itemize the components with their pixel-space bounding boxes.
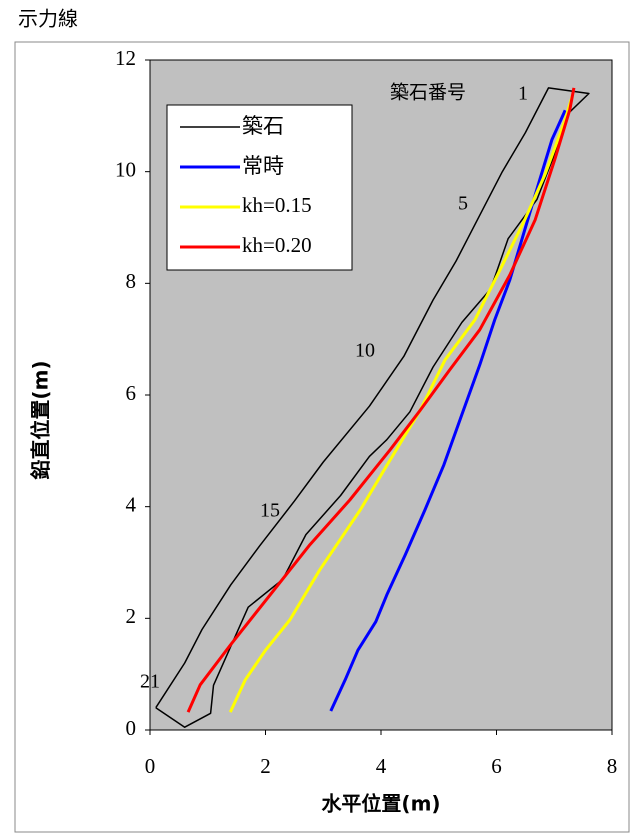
legend-label: kh=0.15 (242, 193, 312, 217)
chart-frame (14, 41, 630, 833)
x-tick-label: 0 (145, 754, 156, 778)
series-line (155, 87, 590, 728)
legend-label: kh=0.20 (242, 233, 312, 257)
y-tick-label: 4 (126, 492, 137, 516)
y-axis-label: 鉛直位置(m) (29, 360, 53, 479)
y-tick-label: 8 (126, 269, 137, 293)
annotation: 15 (260, 500, 280, 522)
x-tick-label: 4 (376, 754, 387, 778)
annotation: 1 (518, 83, 528, 105)
y-tick-label: 6 (126, 381, 137, 405)
legend-label: 築石 (242, 114, 284, 138)
annotation: 21 (140, 671, 160, 693)
y-tick-label: 10 (115, 157, 136, 181)
x-tick-label: 6 (491, 754, 502, 778)
annotation: 10 (355, 340, 375, 362)
y-tick-label: 2 (126, 604, 137, 628)
x-tick-label: 8 (607, 754, 618, 778)
annotation: 5 (458, 193, 468, 215)
y-tick-label: 0 (126, 716, 137, 740)
legend-label: 常時 (242, 154, 284, 178)
annotation: 築石番号 (390, 82, 466, 104)
chart-title: 示力線 (18, 7, 78, 31)
legend-box (166, 104, 353, 271)
y-tick-label: 12 (115, 46, 136, 70)
series-line (186, 87, 576, 713)
x-axis-label: 水平位置(m) (321, 792, 440, 816)
x-tick-label: 2 (260, 754, 271, 778)
